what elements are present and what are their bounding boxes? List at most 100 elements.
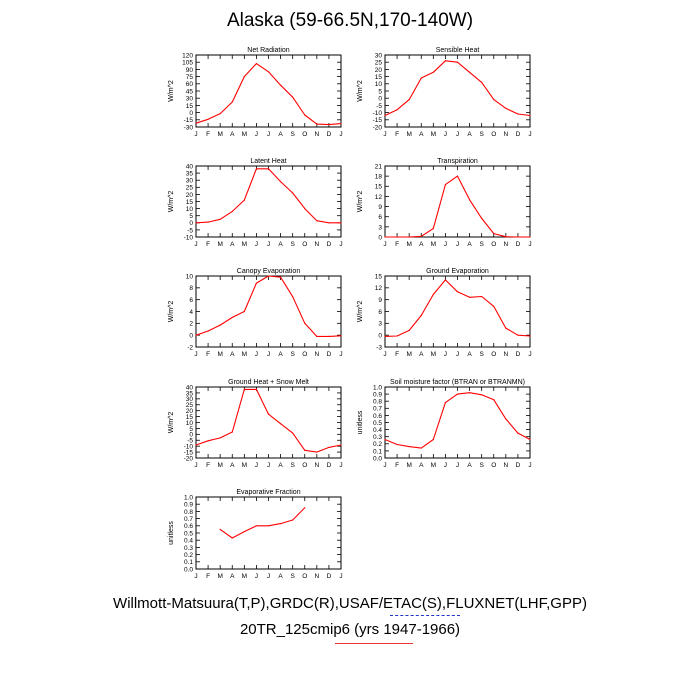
x-tick-label: M (217, 462, 222, 469)
data-point (396, 236, 398, 238)
data-point (420, 314, 422, 317)
data-point (468, 71, 471, 73)
y-tick-label: 0.7 (184, 516, 193, 523)
series-line (384, 392, 531, 449)
plot-frame (195, 496, 342, 570)
footer-sources: Willmott-Matsuura(T,P),GRDC(R),USAF/ETAC… (113, 595, 587, 612)
x-tick-label: F (206, 462, 210, 469)
data-point (304, 322, 306, 324)
x-tick-label: D (516, 351, 521, 358)
data-point (243, 76, 245, 78)
y-tick-label: 120 (182, 52, 193, 59)
data-point (207, 221, 209, 223)
data-point (219, 218, 221, 220)
y-tick-label: 5 (378, 88, 382, 95)
data-point (384, 438, 386, 441)
x-tick-label: A (419, 241, 424, 248)
data-point (481, 81, 483, 83)
y-tick-label: 3 (378, 224, 382, 231)
x-tick-label: N (314, 131, 319, 138)
x-tick-label: M (406, 351, 411, 358)
x-tick-label: M (242, 241, 247, 248)
data-point (255, 168, 258, 170)
x-tick-label: J (456, 351, 459, 358)
series-line (195, 388, 342, 453)
x-tick-label: M (242, 131, 247, 138)
data-point (279, 523, 282, 525)
x-tick-label: A (419, 131, 424, 138)
data-point (316, 451, 318, 453)
y-tick-label: 3 (378, 321, 382, 328)
y-tick-label: 0.5 (373, 420, 382, 427)
x-tick-label: J (194, 131, 197, 138)
data-point (340, 444, 342, 446)
x-tick-label: O (302, 573, 307, 580)
data-point (279, 181, 282, 183)
x-tick-label: J (339, 462, 342, 469)
y-tick-label: 0.5 (184, 530, 193, 537)
x-tick-label: N (314, 241, 319, 248)
y-tick-label: -15 (184, 449, 194, 456)
data-point (328, 124, 330, 126)
data-point (279, 276, 282, 278)
data-point (279, 84, 282, 86)
y-tick-label: 10 (375, 81, 383, 88)
data-point (444, 279, 447, 281)
y-axis-label: W/m^2 (168, 191, 175, 213)
data-point (304, 449, 306, 451)
x-tick-label: M (217, 131, 222, 138)
y-tick-label: 90 (186, 67, 194, 74)
data-point (493, 399, 495, 401)
x-tick-label: A (467, 351, 472, 358)
x-tick-label: A (278, 131, 283, 138)
x-tick-label: A (278, 351, 283, 358)
data-point (481, 295, 483, 298)
x-tick-label: M (431, 241, 436, 248)
data-point (243, 310, 245, 313)
data-point (292, 96, 294, 98)
panel-2: Sensible Heat W/m^2 -20-15-10-505101520253… (357, 47, 532, 138)
x-tick-label: J (339, 573, 342, 580)
y-tick-label: 12 (375, 194, 383, 201)
footer-case: 20TR_125cmip6 (yrs 1947-1966) (239, 621, 461, 638)
x-tick-label: M (242, 351, 247, 358)
x-tick-label: J (255, 573, 258, 580)
data-point (408, 329, 410, 332)
plot-frame (195, 165, 342, 238)
data-point (396, 335, 398, 337)
data-point (408, 99, 410, 101)
y-tick-label: -5 (376, 103, 382, 110)
x-tick-label: O (491, 351, 496, 358)
y-tick-label: 4 (189, 309, 193, 316)
y-tick-label: 20 (375, 67, 383, 74)
data-point (420, 447, 422, 449)
y-tick-label: 0.6 (373, 413, 382, 420)
x-tick-label: J (383, 462, 386, 469)
y-axis-label: unitless (168, 521, 175, 545)
y-tick-label: 25 (186, 402, 194, 409)
data-point (517, 334, 519, 336)
data-point (529, 236, 531, 238)
y-tick-label: 10 (186, 273, 194, 280)
x-tick-label: N (503, 131, 508, 138)
y-tick-label: 0.4 (373, 427, 382, 434)
data-point (316, 220, 318, 222)
x-tick-label: M (406, 462, 411, 469)
data-point (408, 236, 410, 238)
x-tick-label: S (290, 351, 295, 358)
x-tick-label: J (267, 241, 270, 248)
series-line (385, 175, 530, 238)
data-point (432, 71, 434, 73)
data-point (255, 63, 258, 65)
y-tick-label: -5 (187, 438, 193, 445)
data-point (267, 525, 270, 527)
x-tick-label: O (302, 241, 307, 248)
data-point (408, 446, 410, 448)
x-tick-label: N (503, 351, 508, 358)
y-tick-label: 0 (189, 220, 193, 227)
series-line (195, 63, 342, 126)
y-tick-label: -15 (184, 117, 194, 124)
data-point (255, 282, 258, 284)
plot-frame (384, 54, 531, 128)
data-point (481, 394, 483, 396)
